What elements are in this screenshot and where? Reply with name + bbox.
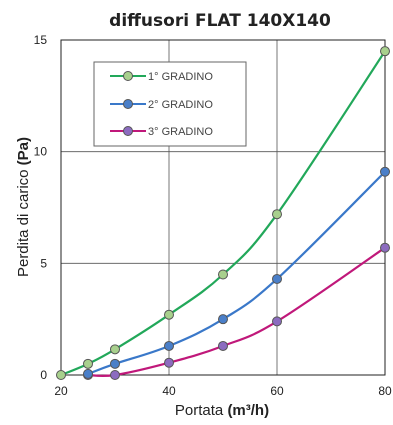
data-point [164,357,174,368]
series [83,166,390,379]
legend-label: 3° GRADINO [148,126,213,138]
legend-item: 2° GRADINO [110,99,213,111]
legend-label: 2° GRADINO [148,99,213,111]
y-axis-label-unit: (Pa) [15,137,32,165]
legend-marker [123,71,133,81]
y-tick-label: 5 [40,256,47,270]
legend-label: 1° GRADINO [148,71,213,83]
data-point [83,358,93,369]
data-point [380,242,390,253]
legend-item: 3° GRADINO [110,126,213,138]
plot-frame [60,39,386,376]
data-point [56,370,66,380]
series [56,46,390,380]
data-point [218,340,228,351]
data-point [380,46,390,57]
x-axis-label: Portata (m³/h) [175,402,269,419]
data-point [272,273,282,284]
data-point [218,269,228,280]
data-point [272,209,282,220]
data-point [272,316,282,327]
x-tick-label: 60 [270,384,284,398]
legend-item: 1° GRADINO [110,71,213,83]
x-axis-label-unit: (m³/h) [227,402,269,419]
y-tick-label: 0 [40,368,47,382]
data-point [83,368,93,379]
data-point [164,340,174,351]
y-tick-label: 10 [34,145,48,159]
x-axis-ticks: 20 40 60 80 [54,384,392,398]
series [83,242,390,380]
y-axis-label-text: Perdita di carico [15,165,32,277]
x-axis-label-text: Portata [175,402,228,419]
legend: 1° GRADINO 2° GRADINO 3° GRADINO [93,61,247,147]
x-tick-label: 80 [378,384,392,398]
data-point [218,314,228,325]
legend-marker [123,126,133,136]
data-point [110,370,120,380]
series-line [87,170,386,375]
x-tick-label: 20 [54,384,68,398]
y-axis-ticks: 0 5 10 15 [34,33,48,382]
data-point [110,358,120,369]
legend-marker [123,99,133,109]
y-tick-label: 15 [34,33,48,47]
y-axis-label: Perdita di carico (Pa) [15,137,32,277]
series-layer [56,46,390,380]
data-point [110,344,120,355]
chart-title: diffusori FLAT 140X140 [109,11,331,31]
data-point [380,166,390,177]
x-tick-label: 40 [162,384,176,398]
data-point [164,309,174,320]
